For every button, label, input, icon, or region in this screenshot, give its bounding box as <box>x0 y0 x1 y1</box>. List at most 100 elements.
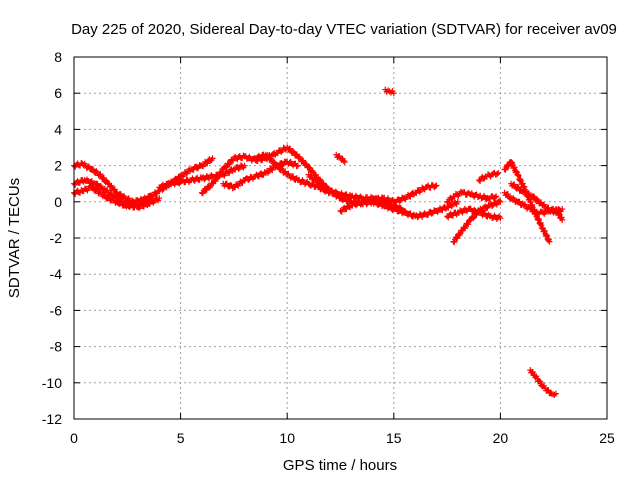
series-track-o <box>444 188 500 206</box>
data-point-trail <box>550 391 558 398</box>
data-point-trail <box>93 180 108 194</box>
series-track-c <box>71 183 146 210</box>
data-point-trail <box>72 160 85 170</box>
data-point-trail <box>89 184 102 197</box>
data-point <box>559 206 566 213</box>
data-point-trail <box>168 178 183 188</box>
y-tick-label: -12 <box>42 411 62 427</box>
y-tick-label: -4 <box>50 266 63 282</box>
data-point <box>546 238 553 245</box>
data-point-trail <box>338 190 353 201</box>
series-track-n <box>382 86 397 97</box>
series-track-q <box>444 205 504 222</box>
data-point-trail <box>381 194 396 206</box>
y-tick-label: 8 <box>54 49 62 65</box>
y-tick-label: -2 <box>50 230 63 246</box>
data-point <box>559 216 566 223</box>
series-track-l <box>337 182 440 215</box>
chart-title: Day 225 of 2020, Sidereal Day-to-day VTE… <box>71 21 617 38</box>
data-point-trail <box>413 184 428 197</box>
data-point-trail <box>490 169 500 178</box>
series-track-m <box>369 198 461 221</box>
data-point-trail <box>221 180 236 192</box>
y-tick-label: -8 <box>50 339 63 355</box>
data-point-trail <box>459 216 473 234</box>
data-point-trail <box>445 199 460 211</box>
data-point <box>497 198 504 205</box>
x-tick-label: 10 <box>279 430 295 446</box>
x-tick-label: 0 <box>70 430 78 446</box>
series-track-r <box>476 169 502 184</box>
data-point <box>495 169 502 176</box>
series-track-e <box>156 162 248 192</box>
data-point <box>493 193 500 200</box>
data-point-trail <box>295 153 311 171</box>
data-point-trail <box>530 193 546 208</box>
x-tick-label: 15 <box>386 430 402 446</box>
data-point-trail <box>334 153 343 161</box>
data-point <box>294 162 301 169</box>
data-point <box>156 195 163 202</box>
data-point-trail <box>274 162 290 178</box>
series-track-v <box>527 367 559 398</box>
data-points <box>71 86 566 398</box>
data-point-trail <box>519 187 535 201</box>
y-tick-label: 6 <box>54 85 62 101</box>
data-point-trail <box>534 215 546 232</box>
data-point-trail <box>285 145 300 159</box>
data-point-trail <box>540 227 552 244</box>
data-point-trail <box>528 205 539 215</box>
data-point-trail <box>296 176 311 187</box>
axis-ticks: 0 5 10 15 20 25 -12 -10 -8 -6 -4 -2 0 2 4 6 8 <box>42 49 615 446</box>
data-point <box>209 155 216 162</box>
data-point-trail <box>424 182 439 191</box>
data-point-trail <box>515 172 527 190</box>
data-point-trail <box>72 187 85 197</box>
data-point-trail <box>221 156 236 171</box>
data-point-trail <box>136 196 151 210</box>
plot-frame <box>73 56 608 420</box>
y-tick-label: -6 <box>50 302 63 318</box>
data-point-trail <box>89 166 102 179</box>
y-tick-label: 0 <box>54 194 62 210</box>
data-point <box>552 390 559 397</box>
data-point-trail <box>485 193 498 202</box>
data-point-trail <box>468 190 481 200</box>
data-point-trail <box>306 172 322 186</box>
data-point-trail <box>451 227 465 246</box>
data-point-trail <box>232 162 247 173</box>
data-point <box>241 162 248 169</box>
y-tick-label: 4 <box>54 121 62 137</box>
data-point-trail <box>338 155 347 164</box>
data-point <box>497 215 504 222</box>
y-tick-label: -10 <box>42 375 62 391</box>
x-tick-label: 20 <box>493 430 509 446</box>
data-point-trail <box>521 201 533 212</box>
data-point <box>454 198 461 205</box>
data-point <box>341 158 348 165</box>
y-tick-label: 2 <box>54 158 62 174</box>
x-tick-label: 5 <box>177 430 185 446</box>
data-point-trail <box>445 194 456 206</box>
data-point-trail <box>80 183 93 195</box>
data-point-trail <box>263 152 279 169</box>
data-point-trail <box>541 382 550 394</box>
data-point-trail <box>477 173 488 184</box>
data-point <box>390 90 397 97</box>
series-track-k <box>333 151 348 165</box>
series-track-s <box>501 158 553 245</box>
series-track-u <box>508 180 566 216</box>
data-point-trail <box>349 198 364 209</box>
x-axis-label: GPS time / hours <box>283 457 397 474</box>
data-point-trail <box>97 171 111 186</box>
data-point-trail <box>487 212 503 222</box>
grid-lines <box>74 57 607 419</box>
y-axis-label: SDTVAR / TECUs <box>6 178 23 298</box>
x-tick-label: 25 <box>599 430 615 446</box>
data-point-trail <box>253 169 268 180</box>
data-point-trail <box>199 180 215 197</box>
data-point-trail <box>200 156 215 170</box>
data-point-trail <box>534 208 545 217</box>
